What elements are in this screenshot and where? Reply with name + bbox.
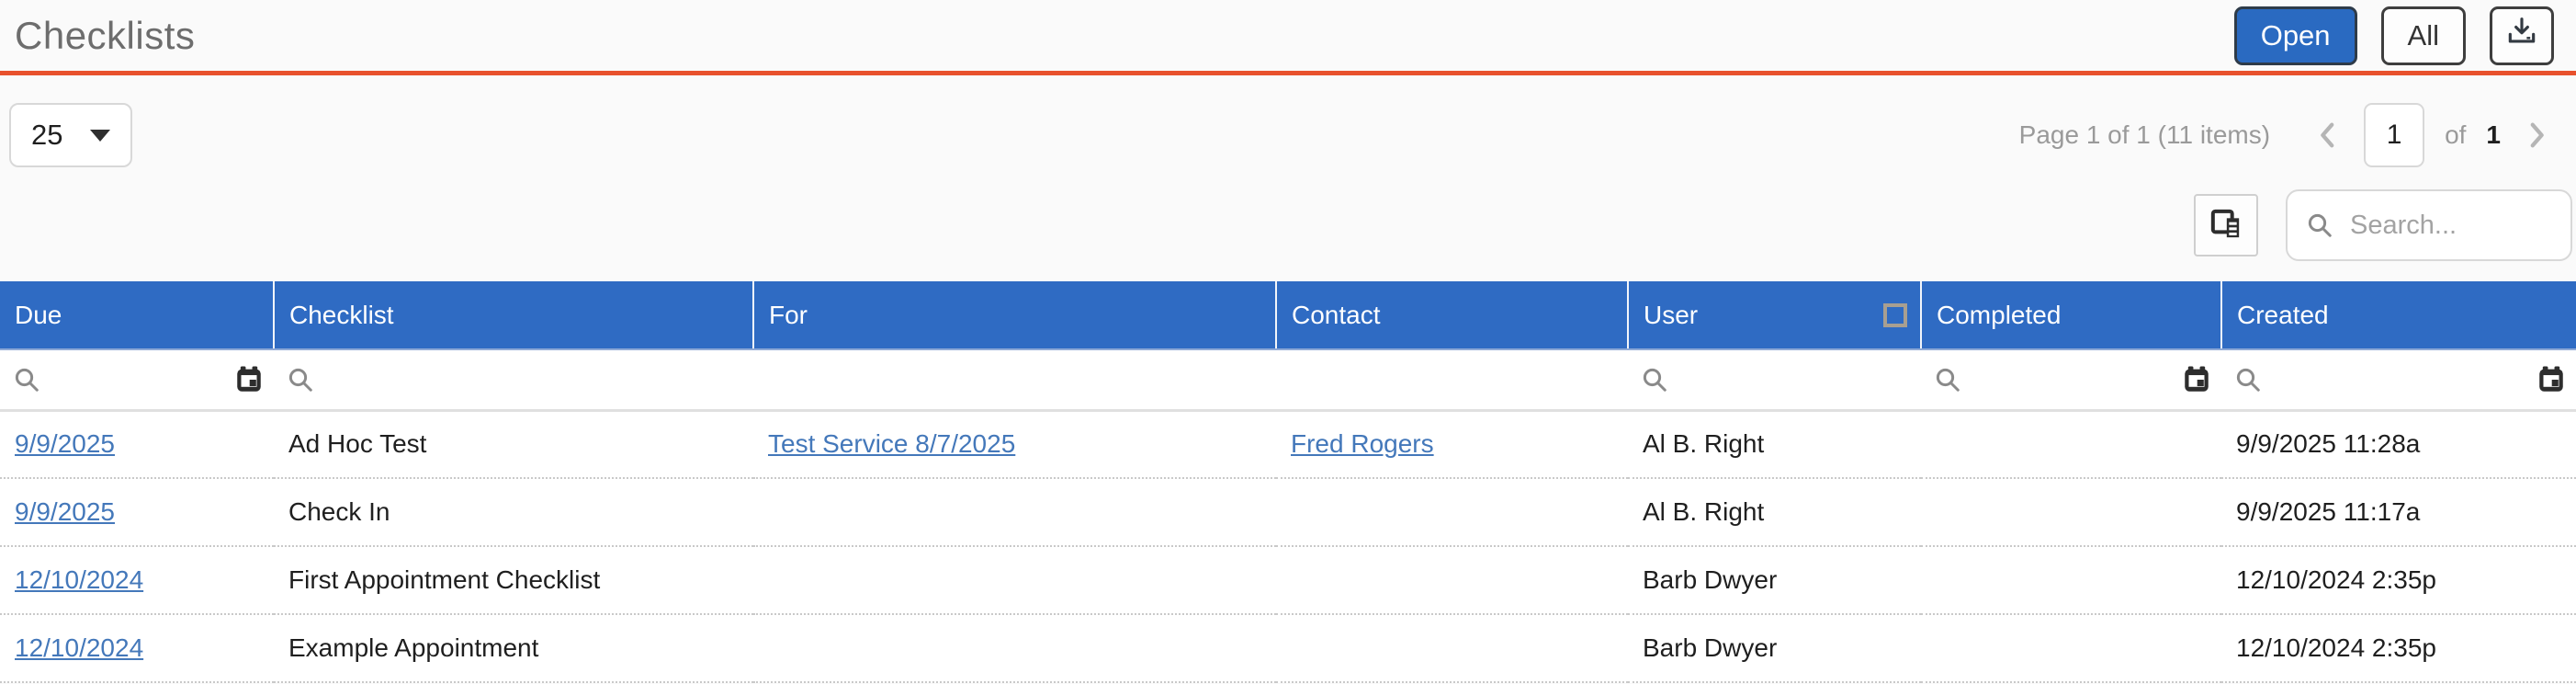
column-header-created[interactable]: Created <box>2221 281 2576 350</box>
completed-cell <box>1921 614 2221 683</box>
column-chooser-icon <box>2208 206 2244 245</box>
chevron-left-icon[interactable] <box>2312 120 2344 151</box>
user-cell: Barb Dwyer <box>1628 546 1921 615</box>
for-cell <box>753 478 1276 547</box>
completed-cell <box>1921 546 2221 615</box>
created-cell: 9/9/2025 11:17a <box>2221 478 2576 547</box>
filter-row <box>0 349 2576 412</box>
checklist-cell: Check In <box>274 478 753 547</box>
column-header-completed[interactable]: Completed <box>1921 281 2222 350</box>
download-icon <box>2504 15 2539 57</box>
search-icon <box>2234 366 2262 393</box>
contact-cell <box>1276 614 1628 683</box>
pagination: Page 1 of 1 (11 items) of 1 <box>2019 103 2552 167</box>
for-cell <box>753 546 1276 615</box>
chevron-right-icon[interactable] <box>2521 120 2552 151</box>
due-date-link[interactable]: 9/9/2025 <box>15 429 115 459</box>
contact-cell <box>1276 546 1628 615</box>
column-header-user[interactable]: User <box>1628 281 1922 350</box>
completed-cell <box>1921 410 2221 479</box>
created-cell: 12/10/2024 2:35p <box>2221 614 2576 683</box>
column-header-for[interactable]: For <box>753 281 1277 350</box>
search-icon <box>2306 211 2333 239</box>
square-outline-icon <box>1883 302 1907 327</box>
calendar-icon[interactable] <box>2181 364 2212 395</box>
search-icon <box>1934 366 1961 393</box>
table-row: 12/10/2024 Example Appointment Barb Dwye… <box>0 614 2576 683</box>
chevron-down-icon <box>90 129 110 142</box>
filter-created[interactable] <box>2221 349 2576 412</box>
created-cell: 12/10/2024 2:35p <box>2221 546 2576 615</box>
calendar-icon[interactable] <box>2536 364 2567 395</box>
search-icon <box>1641 366 1668 393</box>
filter-checklist[interactable] <box>274 349 753 412</box>
grid-toolbar <box>0 189 2572 261</box>
created-cell: 9/9/2025 11:28a <box>2221 410 2576 479</box>
filter-due[interactable] <box>0 349 274 412</box>
column-header-contact[interactable]: Contact <box>1276 281 1629 350</box>
filter-user[interactable] <box>1628 349 1921 412</box>
user-cell: Al B. Right <box>1628 410 1921 479</box>
table-row: 9/9/2025 Check In Al B. Right 9/9/2025 1… <box>0 478 2576 547</box>
of-label: of <box>2445 120 2467 149</box>
table-row: 12/10/2024 First Appointment Checklist B… <box>0 546 2576 615</box>
pager-toolbar: 25 Page 1 of 1 (11 items) of 1 <box>9 103 2552 167</box>
filter-for <box>753 349 1276 412</box>
page-size-value: 25 <box>31 119 63 151</box>
top-bar: Checklists Open All <box>0 0 2576 75</box>
filter-contact <box>1276 349 1628 412</box>
for-link[interactable]: Test Service 8/7/2025 <box>768 429 1016 459</box>
column-header-checklist[interactable]: Checklist <box>274 281 754 350</box>
total-pages: 1 <box>2486 120 2501 149</box>
due-date-link[interactable]: 9/9/2025 <box>15 497 115 526</box>
search-icon <box>287 366 314 393</box>
search-box <box>2286 189 2572 261</box>
table-row: 9/9/2025 Ad Hoc Test Test Service 8/7/20… <box>0 410 2576 479</box>
calendar-icon[interactable] <box>233 364 265 395</box>
topbar-actions: Open All <box>2233 6 2554 65</box>
filter-completed[interactable] <box>1921 349 2221 412</box>
checklist-cell: Ad Hoc Test <box>274 410 753 479</box>
contact-link[interactable]: Fred Rogers <box>1291 429 1434 459</box>
export-download-button[interactable] <box>2490 6 2554 65</box>
column-header-due[interactable]: Due <box>0 281 275 350</box>
due-date-link[interactable]: 12/10/2024 <box>15 565 144 594</box>
contact-cell <box>1276 478 1628 547</box>
checklists-grid: Due Checklist For Contact User Completed… <box>0 281 2576 683</box>
all-filter-button[interactable]: All <box>2380 6 2466 65</box>
page-size-select[interactable]: 25 <box>9 103 132 167</box>
column-chooser-button[interactable] <box>2194 194 2258 256</box>
header-row: Due Checklist For Contact User Completed… <box>0 281 2576 350</box>
checklist-cell: First Appointment Checklist <box>274 546 753 615</box>
search-input[interactable] <box>2350 210 2556 241</box>
for-cell <box>753 614 1276 683</box>
open-filter-button[interactable]: Open <box>2233 6 2357 65</box>
checklist-cell: Example Appointment <box>274 614 753 683</box>
current-page-input[interactable] <box>2364 103 2425 167</box>
completed-cell <box>1921 478 2221 547</box>
search-icon <box>13 366 40 393</box>
page-title: Checklists <box>15 13 196 57</box>
user-cell: Barb Dwyer <box>1628 614 1921 683</box>
page-summary: Page 1 of 1 (11 items) <box>2018 120 2271 149</box>
user-cell: Al B. Right <box>1628 478 1921 547</box>
due-date-link[interactable]: 12/10/2024 <box>15 633 144 662</box>
